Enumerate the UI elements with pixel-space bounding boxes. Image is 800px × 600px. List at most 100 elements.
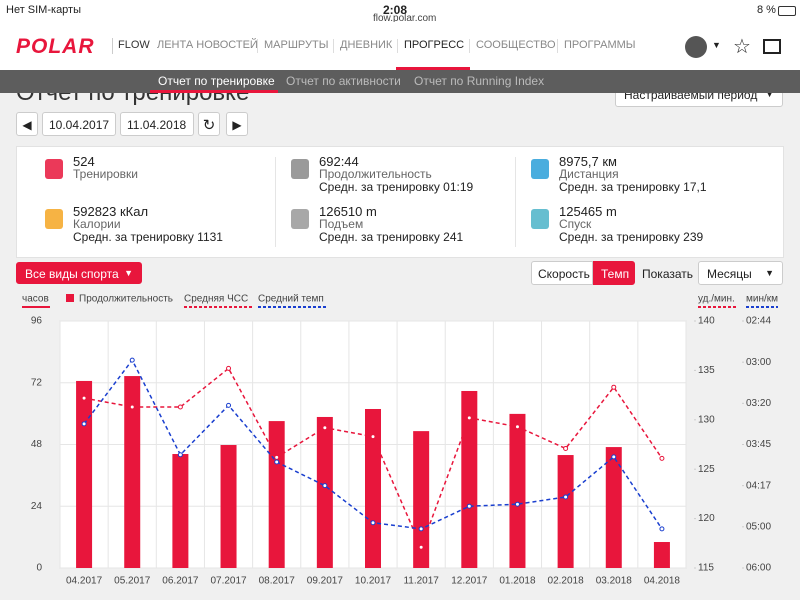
point (563, 445, 569, 451)
point (659, 526, 665, 532)
tick-label: 130 (698, 414, 715, 425)
stat-label: Дистанция (559, 167, 619, 181)
date-to[interactable]: 11.04.2018 (120, 112, 194, 136)
tick-label: 135 (698, 365, 715, 376)
separator (333, 39, 334, 53)
favorites-icon[interactable]: ☆ (733, 36, 751, 58)
tick-label: 125 (698, 464, 715, 475)
bar (124, 376, 141, 568)
stat: 125465 m Спуск Средн. за тренировку 239 (559, 205, 703, 244)
tick-label: 72 (31, 377, 43, 388)
bar (461, 390, 478, 568)
stat-value: 125465 m (559, 204, 617, 219)
x-tick-label: 10.2017 (355, 576, 392, 587)
point (514, 424, 520, 430)
date-from[interactable]: 10.04.2017 (42, 112, 116, 136)
prev-button[interactable]: ◀ (16, 112, 38, 136)
carrier: Нет SIM-карты (6, 4, 82, 16)
point (322, 425, 328, 431)
avatar-caret[interactable]: ▼ (712, 40, 721, 50)
separator (112, 38, 113, 54)
grouping-select[interactable]: Месяцы ▼ (698, 261, 783, 285)
tick-label: 03:20 (746, 398, 771, 409)
stat-icon (45, 159, 63, 179)
grouping-label: Месяцы (707, 267, 752, 281)
bar (605, 447, 622, 568)
tick-label: 05:00 (746, 521, 771, 532)
stat-sub: Средн. за тренировку 1131 (73, 230, 223, 244)
stat-value: 692:44 (319, 154, 359, 169)
nav-item[interactable]: ДНЕВНИК (340, 39, 393, 51)
nav-item[interactable]: ПРОГРЕСС (404, 39, 465, 51)
nav-item[interactable]: ПРОГРАММЫ (564, 39, 636, 51)
stat-label: Тренировки (73, 167, 139, 181)
avatar[interactable] (685, 36, 707, 58)
messages-icon[interactable] (763, 39, 781, 54)
legend-label: Продолжительность (79, 294, 173, 305)
tick-label: 115 (698, 563, 714, 574)
stat-value: 524 (73, 154, 95, 169)
chart: 0 24 48 72 96 115 120 125 130 135 140 06:00 05:00 04:… (22, 294, 778, 587)
point (177, 404, 183, 410)
legend-swatch (66, 294, 74, 302)
divider (275, 157, 276, 247)
stat: 592823 кКал Калории Средн. за тренировку 1… (73, 205, 223, 244)
stat-label: Спуск (559, 217, 592, 231)
point (466, 503, 472, 509)
point (129, 357, 135, 363)
nav-item[interactable]: ЛЕНТА НОВОСТЕЙ (157, 39, 258, 51)
bar (365, 408, 381, 568)
point (418, 544, 424, 550)
bar (413, 431, 430, 568)
point (563, 494, 569, 500)
legend-label: Средний темп (258, 294, 324, 305)
separator (469, 39, 470, 53)
separator (257, 39, 258, 53)
legend-label: Средняя ЧСС (184, 294, 248, 305)
bar (316, 416, 333, 568)
stat-icon (291, 159, 309, 179)
stat-label: Продолжительность (319, 167, 432, 181)
bar (653, 542, 670, 568)
subnav-item[interactable]: Отчет по Running Index (414, 74, 545, 88)
nav-item[interactable]: МАРШРУТЫ (264, 39, 329, 51)
stat-icon (45, 209, 63, 229)
stat-sub: Средн. за тренировку 239 (559, 230, 704, 244)
sport-label: Все виды спорта (25, 267, 119, 281)
refresh-button[interactable]: ↻ (198, 112, 220, 136)
stat-icon (531, 159, 549, 179)
stat: 692:44 Продолжительность Средн. за трениро… (319, 155, 473, 194)
show-label: Показать (642, 267, 694, 281)
next-button[interactable]: ▶ (226, 112, 248, 136)
x-tick-label: 09.2017 (307, 576, 344, 587)
bar (509, 413, 526, 568)
x-tick-label: 05.2017 (114, 576, 151, 587)
point (274, 454, 280, 460)
speed-button[interactable]: Скорость (531, 261, 593, 285)
point (466, 415, 472, 421)
subnav-item[interactable]: Отчет по активности (286, 74, 401, 88)
nav-item[interactable]: СООБЩЕСТВО (476, 39, 556, 51)
subnav-item[interactable]: Отчет по тренировке (158, 74, 275, 88)
logo[interactable]: POLAR (16, 35, 95, 58)
sport-select[interactable]: Все виды спорта ▼ (16, 262, 142, 284)
nav-bar: POLAR FLOW ЛЕНТА НОВОСТЕЙ МАРШРУТЫ ДНЕВНИК… (0, 22, 800, 71)
x-tick-label: 01.2018 (499, 576, 536, 587)
x-tick-label: 06.2017 (162, 576, 199, 587)
point (129, 404, 135, 410)
tick-label: 48 (31, 439, 43, 450)
point (322, 483, 328, 489)
point (81, 395, 87, 401)
x-tick-label: 07.2017 (210, 576, 247, 587)
point (370, 434, 376, 440)
pace-button[interactable]: Темп (593, 261, 635, 285)
tick-label: 24 (31, 501, 43, 512)
point (611, 454, 617, 460)
stat: 8975,7 км Дистанция Средн. за тренировку 1… (559, 155, 707, 194)
url: flow.polar.com (373, 13, 437, 24)
bar (268, 421, 285, 568)
stat: 524 Тренировки (73, 155, 138, 181)
divider (515, 157, 516, 247)
stat-value: 8975,7 км (559, 154, 617, 169)
x-tick-label: 04.2018 (644, 576, 681, 587)
